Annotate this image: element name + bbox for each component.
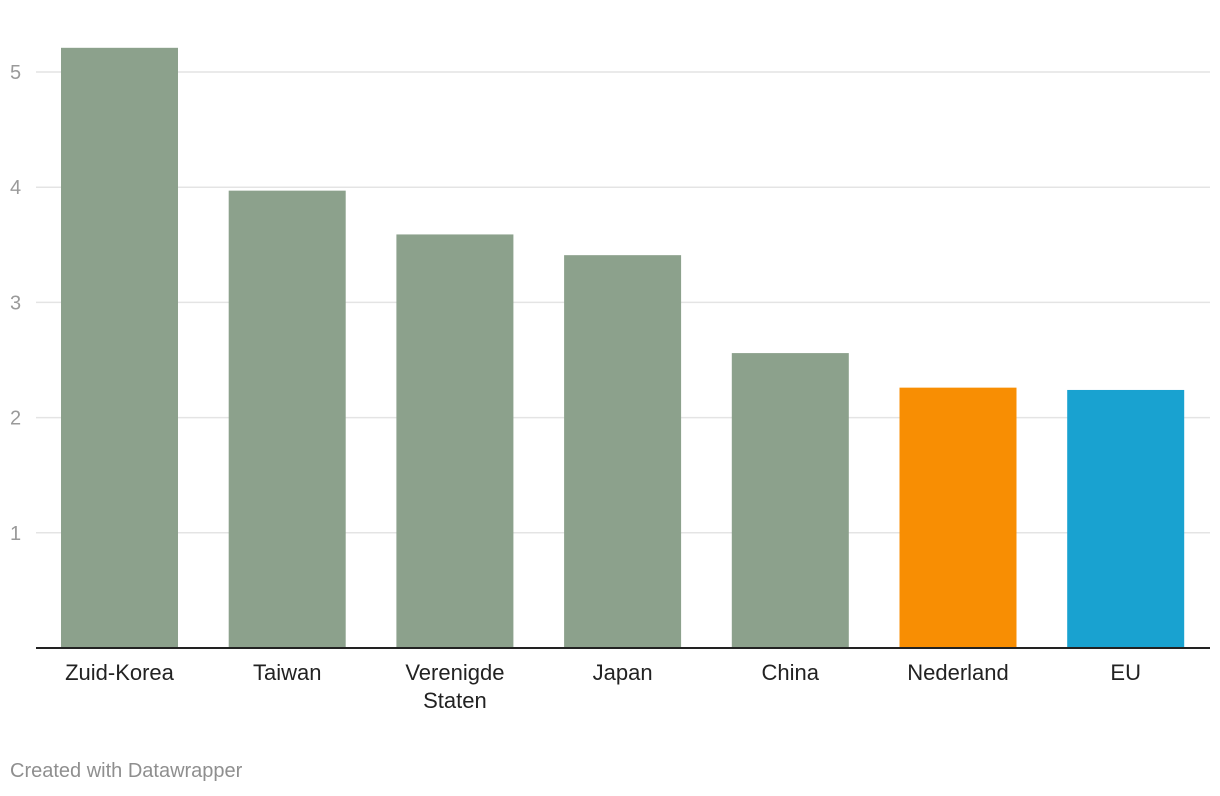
bar bbox=[564, 255, 682, 648]
category-label: Taiwan bbox=[253, 660, 321, 685]
bar bbox=[1067, 389, 1185, 648]
category-label: Japan bbox=[593, 660, 653, 685]
bar bbox=[228, 190, 346, 648]
y-tick-label: 4 bbox=[10, 177, 21, 199]
bars bbox=[61, 47, 1185, 649]
category-labels: Zuid-Korea Taiwan Verenigde Staten Japan Chin… bbox=[65, 660, 1141, 713]
category-label: Nederland bbox=[907, 660, 1009, 685]
y-tick-label: 1 bbox=[10, 523, 21, 545]
category-label: EU bbox=[1110, 660, 1141, 685]
category-label: Verenigde Staten bbox=[405, 660, 504, 713]
category-label: Zuid-Korea bbox=[65, 660, 175, 685]
y-tick-label: 2 bbox=[10, 408, 21, 430]
bar bbox=[731, 353, 849, 648]
bar bbox=[61, 47, 178, 649]
y-tick-label: 3 bbox=[10, 292, 21, 314]
category-label: China bbox=[762, 660, 820, 685]
datawrapper-credit: Created with Datawrapper bbox=[10, 760, 243, 782]
y-tick-label: 5 bbox=[10, 62, 21, 84]
bar bbox=[899, 387, 1017, 648]
bar bbox=[396, 234, 514, 648]
